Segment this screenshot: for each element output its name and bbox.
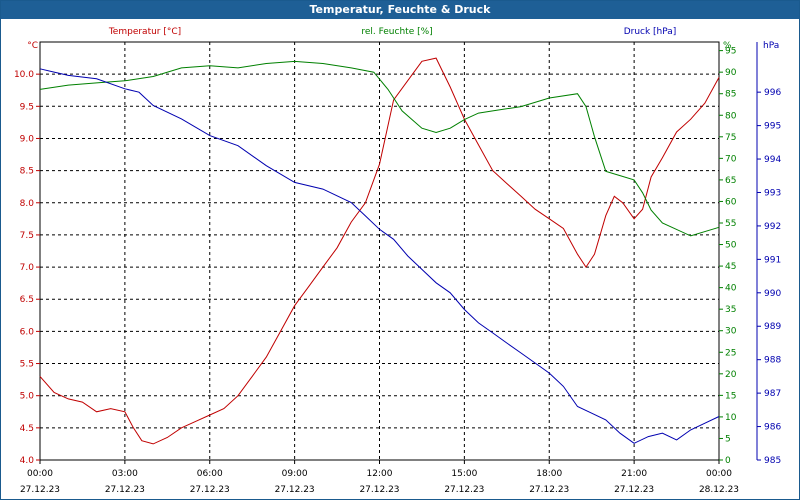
- humidity-tick-label: 60: [725, 197, 737, 207]
- pressure-unit: hPa: [763, 41, 779, 51]
- temperature-tick-label: 7.0: [20, 263, 35, 273]
- humidity-tick-label: 5: [725, 434, 731, 444]
- x-tick-date: 27.12.23: [105, 485, 145, 495]
- x-tick-label: 06:00: [197, 469, 223, 479]
- series: [39, 57, 720, 445]
- grid: [40, 42, 719, 461]
- x-tick-date: 27.12.23: [20, 485, 60, 495]
- humidity-series-line: [39, 60, 720, 237]
- humidity-tick-label: 40: [725, 284, 737, 294]
- x-tick-date: 27.12.23: [275, 485, 315, 495]
- humidity-tick-label: 50: [725, 241, 737, 251]
- humidity-tick-label: 30: [725, 327, 737, 337]
- x-tick-label: 15:00: [451, 469, 477, 479]
- temperature-tick-label: 5.0: [20, 392, 35, 402]
- pressure-tick-label: 985: [764, 456, 781, 466]
- pressure-tick-label: 990: [764, 289, 781, 299]
- humidity-tick-label: 0: [725, 456, 731, 466]
- humidity-tick-label: 15: [725, 391, 736, 401]
- temperature-tick-label: 10.0: [14, 70, 34, 80]
- temperature-tick-label: 6.5: [20, 295, 34, 305]
- pressure-series-line: [39, 68, 720, 444]
- x-tick-label: 03:00: [112, 469, 138, 479]
- humidity-tick-label: 55: [725, 219, 736, 229]
- humidity-tick-label: 20: [725, 370, 737, 380]
- x-tick-label: 00:00: [706, 469, 732, 479]
- humidity-tick-label: 90: [725, 68, 737, 78]
- humidity-tick-label: 80: [725, 111, 737, 121]
- pressure-axis-label: Druck [hPa]: [624, 27, 677, 37]
- x-tick-date: 27.12.23: [190, 485, 230, 495]
- pressure-tick-label: 996: [764, 88, 781, 98]
- x-tick-date: 27.12.23: [444, 485, 484, 495]
- x-tick-date: 28.12.23: [699, 485, 739, 495]
- temperature-unit: °C: [27, 41, 38, 51]
- x-tick-label: 09:00: [282, 469, 308, 479]
- pressure-tick-label: 991: [764, 255, 781, 265]
- temperature-tick-label: 9.0: [20, 134, 35, 144]
- temperature-tick-label: 4.5: [20, 424, 34, 434]
- pressure-tick-label: 988: [764, 356, 781, 366]
- humidity-tick-label: 10: [725, 413, 737, 423]
- axes: [36, 41, 761, 464]
- x-tick-date: 27.12.23: [614, 485, 654, 495]
- pressure-tick-label: 992: [764, 222, 781, 232]
- humidity-axis-label: rel. Feuchte [%]: [361, 27, 432, 37]
- temperature-series-line: [39, 57, 720, 445]
- x-tick-date: 27.12.23: [529, 485, 569, 495]
- x-tick-label: 12:00: [367, 469, 393, 479]
- temperature-tick-label: 7.5: [20, 231, 34, 241]
- pressure-tick-label: 989: [764, 322, 781, 332]
- humidity-tick-label: 70: [725, 154, 737, 164]
- temperature-tick-label: 5.5: [20, 360, 34, 370]
- labels: 00:00 27.12.23 03:00 27.12.23 06:00 27.12.23 0…: [14, 27, 781, 495]
- plot-frame: [39, 41, 720, 461]
- window-title: Temperatur, Feuchte & Druck: [1, 1, 799, 19]
- temperature-tick-label: 8.0: [20, 199, 35, 209]
- pressure-tick-label: 986: [764, 423, 781, 433]
- temperature-axis-label: Temperatur [°C]: [108, 27, 181, 37]
- temperature-tick-label: 9.5: [20, 102, 34, 112]
- temperature-tick-label: 8.5: [20, 167, 34, 177]
- pressure-tick-label: 987: [764, 389, 781, 399]
- x-tick-label: 21:00: [621, 469, 647, 479]
- humidity-tick-label: 35: [725, 305, 736, 315]
- x-tick-label: 18:00: [536, 469, 562, 479]
- humidity-tick-label: 75: [725, 133, 736, 143]
- temperature-tick-label: 4.0: [20, 456, 35, 466]
- pressure-tick-label: 995: [764, 122, 781, 132]
- humidity-tick-label: 85: [725, 90, 736, 100]
- pressure-tick-label: 993: [764, 188, 781, 198]
- humidity-tick-label: 65: [725, 176, 736, 186]
- pressure-tick-label: 994: [764, 155, 781, 165]
- x-tick-label: 00:00: [27, 469, 53, 479]
- humidity-tick-label: 25: [725, 348, 736, 358]
- humidity-unit: %: [723, 41, 732, 51]
- humidity-tick-label: 95: [725, 47, 736, 57]
- temperature-tick-label: 6.0: [20, 327, 35, 337]
- humidity-tick-label: 45: [725, 262, 736, 272]
- x-tick-date: 27.12.23: [359, 485, 399, 495]
